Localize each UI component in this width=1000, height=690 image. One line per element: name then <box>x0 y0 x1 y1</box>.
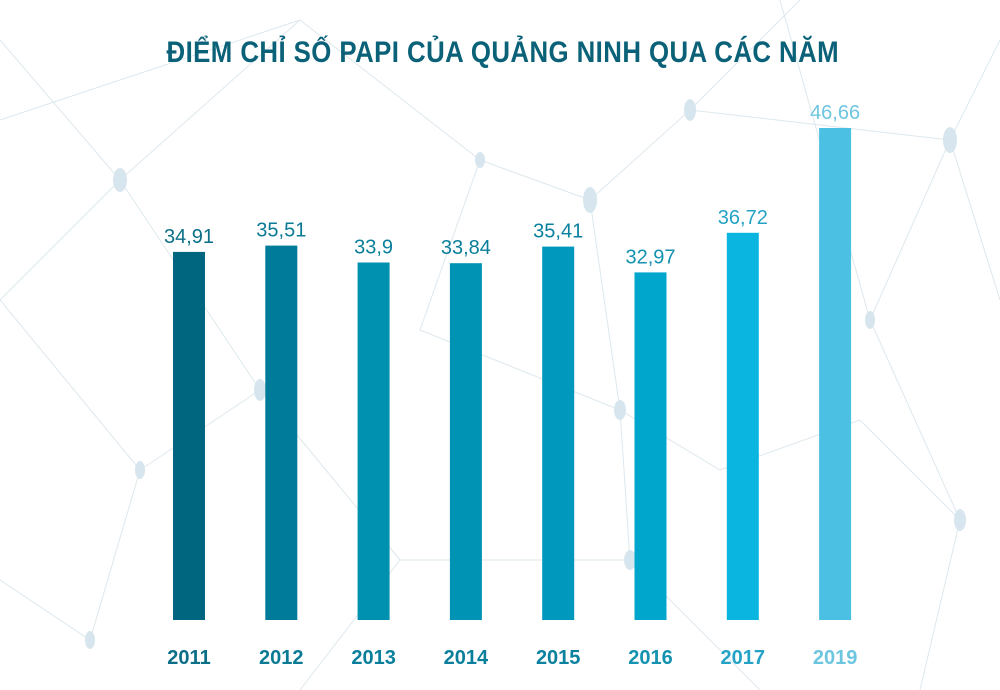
category-label-2016: 2016 <box>628 647 673 669</box>
bar-2014 <box>449 263 482 620</box>
value-label-2011: 34,91 <box>164 226 214 248</box>
category-label-2015: 2015 <box>536 647 581 669</box>
category-label-2017: 2017 <box>721 647 766 669</box>
value-label-2019: 46,66 <box>810 102 860 124</box>
value-label-2015: 35,41 <box>533 221 583 243</box>
value-label-2016: 32,97 <box>625 246 675 268</box>
bar-2016 <box>634 272 667 620</box>
value-label-2013: 33,9 <box>354 237 393 259</box>
value-label-2014: 33,84 <box>441 237 491 259</box>
bar-2019 <box>819 128 852 620</box>
category-label-2019: 2019 <box>813 647 858 669</box>
category-label-2013: 2013 <box>351 647 396 669</box>
category-label-2014: 2014 <box>444 647 489 669</box>
category-label-2011: 2011 <box>167 647 210 669</box>
bar-2012 <box>265 245 298 620</box>
value-label-2017: 36,72 <box>718 207 768 229</box>
chart-title: ĐIỂM CHỈ SỐ PAPI CỦA QUẢNG NINH QUA CÁC … <box>166 36 840 69</box>
value-label-2012: 35,51 <box>256 220 306 242</box>
bar-2013 <box>357 262 390 620</box>
bar-2017 <box>726 232 759 621</box>
bar-2015 <box>542 246 575 620</box>
category-label-2012: 2012 <box>259 647 304 669</box>
bar-2011 <box>173 251 205 620</box>
